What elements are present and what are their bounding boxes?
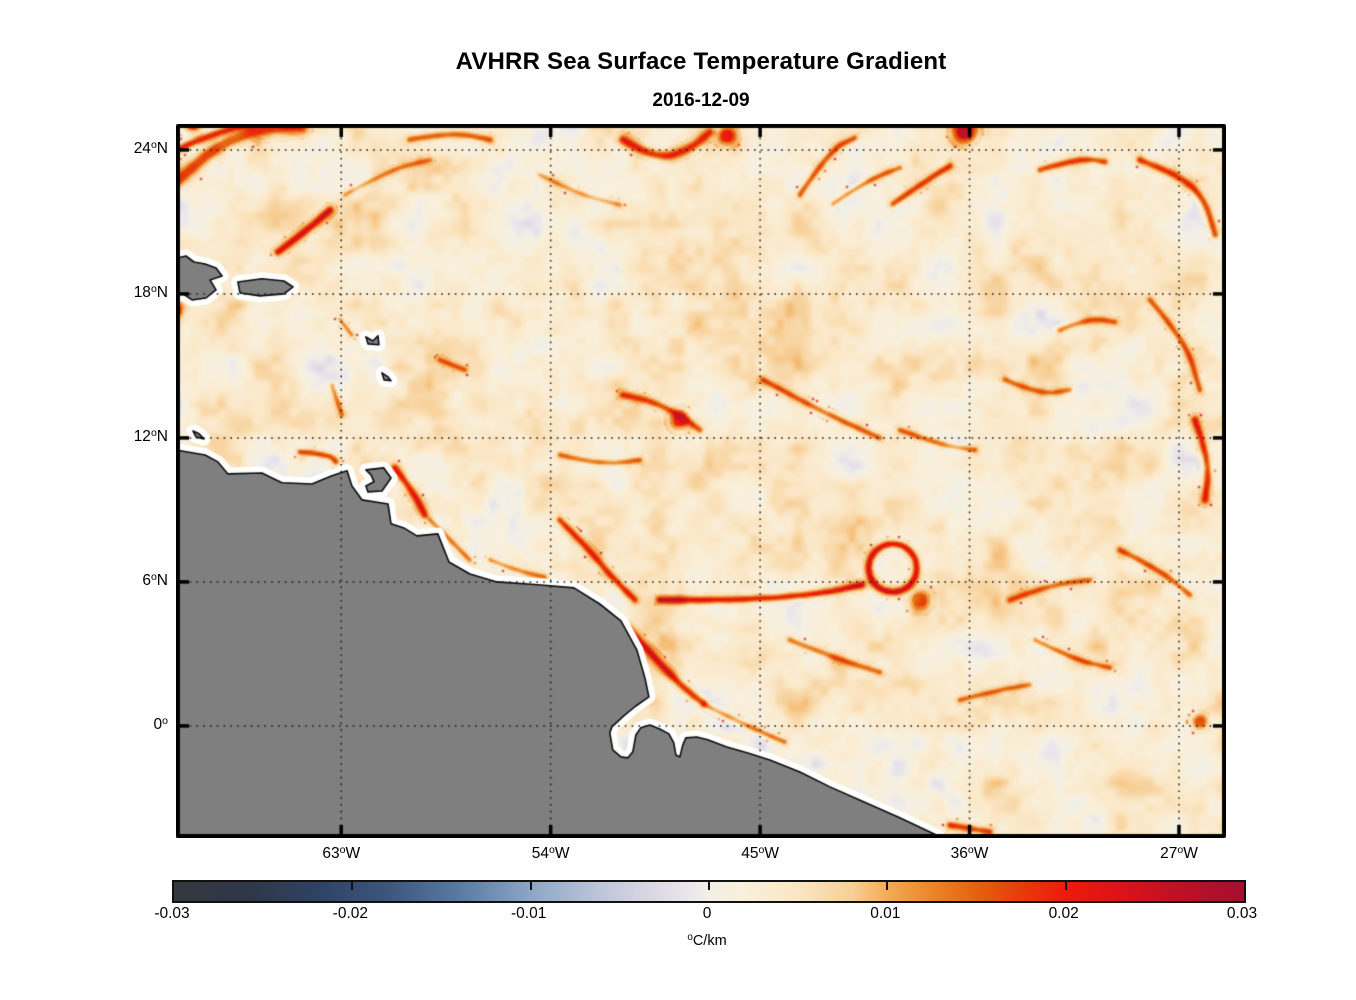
colorbar (172, 880, 1246, 903)
x-axis-tick-label: 54oW (531, 843, 570, 862)
figure-subtitle: 2016-12-09 (652, 90, 750, 111)
degree-superscript: o (549, 843, 555, 856)
x-axis-tick-label: 63oW (322, 843, 361, 862)
y-axis-tick-label: 0o (153, 714, 168, 734)
degree-superscript: o (687, 932, 693, 944)
colorbar-tick-label: -0.03 (154, 905, 190, 922)
degree-superscript: o (150, 282, 157, 295)
colorbar-tick (708, 882, 710, 890)
colorbar-tick (1064, 882, 1067, 890)
degree-superscript: o (1177, 843, 1184, 856)
y-axis-tick-label: 24oN (133, 138, 168, 158)
x-axis-tick-label: 27oW (1160, 843, 1198, 862)
x-axis-tick-label: 45oW (741, 843, 779, 862)
colorbar-tick-label: 0.02 (1048, 905, 1079, 922)
degree-superscript: o (339, 843, 346, 856)
degree-superscript: o (150, 138, 157, 151)
y-axis-tick-label: 12oN (133, 426, 168, 446)
figure-title: AVHRR Sea Surface Temperature Gradient (455, 48, 947, 75)
colorbar-tick (529, 882, 532, 890)
y-axis-tick-label: 6oN (142, 570, 168, 590)
degree-superscript: o (162, 714, 168, 727)
colorbar-tick-label: 0 (702, 905, 712, 922)
degree-superscript: o (967, 843, 974, 856)
degree-superscript: o (758, 843, 765, 856)
colorbar-tick-label: -0.02 (332, 905, 368, 922)
colorbar-tick-label: 0.01 (870, 905, 901, 922)
colorbar-tick (886, 882, 889, 890)
sst-gradient-map-canvas (176, 124, 1226, 838)
y-axis-tick-label: 18oN (133, 282, 168, 302)
colorbar-unit-label: oC/km (687, 932, 727, 949)
colorbar-tick (351, 882, 354, 890)
degree-superscript: o (150, 570, 157, 583)
x-axis-tick-label: 36oW (950, 843, 989, 862)
colorbar-tick-label: 0.03 (1226, 905, 1258, 922)
colorbar-tick-label: -0.01 (510, 905, 547, 922)
degree-superscript: o (150, 426, 157, 439)
